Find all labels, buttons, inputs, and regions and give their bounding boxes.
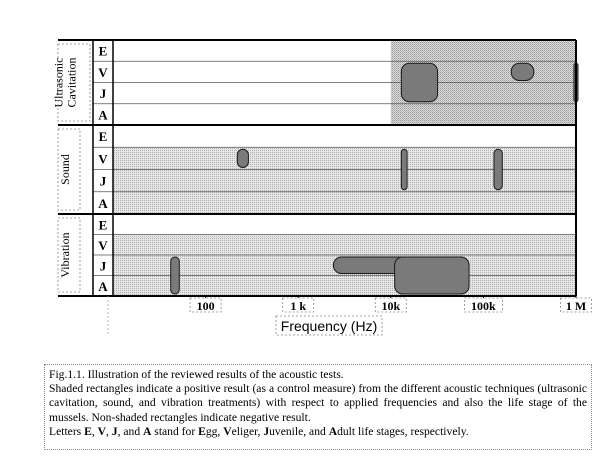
group-label-box (57, 128, 81, 211)
stage-label-a: A (98, 196, 108, 211)
x-tick-box (282, 297, 315, 313)
result-rectangle (236, 148, 249, 168)
caption-word-juvenile-initial: J (263, 424, 270, 438)
x-tick: 10k (374, 297, 407, 313)
caption-letter-j: J (111, 424, 118, 438)
shaded-row-band (113, 169, 576, 192)
caption-description: Shaded rectangles indicate a positive re… (49, 382, 587, 424)
stage-cell (94, 276, 112, 295)
stage-cell (94, 192, 112, 213)
caption-word-veliger: eliger, (231, 424, 264, 438)
caption-word-veliger-initial: V (223, 424, 232, 438)
x-tick-box (374, 297, 407, 313)
shaded-row-band (113, 191, 576, 214)
x-tick-box (189, 297, 222, 313)
stage-label-v: V (98, 65, 108, 80)
x-tick-box (463, 297, 503, 313)
x-tick-label: 100k (471, 299, 496, 313)
group-label: Ultrasonic Cavitation (51, 58, 78, 108)
shaded-row-band (113, 147, 576, 170)
x-tick-label: 100 (197, 299, 215, 313)
grid (93, 60, 576, 276)
shaded-row-band (113, 234, 576, 255)
result-rectangle (170, 256, 180, 295)
x-tick: 1 M (560, 297, 592, 313)
x-axis-title: Frequency (Hz) (275, 315, 383, 336)
caption-word-adult: dult life stages, respectively. (337, 424, 469, 438)
caption-word-juvenile: uvenile, and (269, 424, 329, 438)
stage-cell (94, 104, 112, 124)
caption-letter-a: A (143, 424, 152, 438)
group-label-line: Cavitation (64, 58, 78, 108)
caption-legend: Letters E, V, J, and A stand for Egg, Ve… (49, 425, 587, 439)
x-tick-label: 1 k (290, 299, 306, 313)
caption-word-adult-initial: A (328, 424, 338, 438)
stage-label-v: V (98, 238, 108, 253)
caption-sep: , (91, 424, 98, 438)
x-tick-label: 10k (381, 299, 400, 313)
result-rectangle (394, 256, 470, 295)
x-tick-box (560, 297, 592, 313)
stage-cell (94, 256, 112, 275)
group-label-box (57, 43, 91, 122)
caption-letter-v: V (97, 424, 106, 438)
group-label-line: Ultrasonic (51, 58, 65, 108)
stage-label-j: J (100, 258, 107, 273)
caption-word-egg: gg, (205, 424, 224, 438)
stage-cell (94, 235, 112, 254)
stage-label-j: J (100, 174, 107, 189)
x-tick: 1 k (282, 297, 315, 313)
stage-cell (94, 41, 112, 61)
group-label: Sound (58, 154, 72, 185)
caption-legend-prefix: Letters (49, 424, 85, 438)
result-rectangles (170, 62, 579, 295)
caption-title: Fig.1.1. Illustration of the reviewed re… (49, 368, 344, 381)
stage-label-e: E (99, 44, 108, 59)
stage-label-j: J (100, 86, 107, 101)
group-label: Vibration (58, 232, 72, 277)
group-label-line: Sound (58, 154, 72, 185)
result-rectangle (400, 62, 439, 103)
caption-sep: , and (117, 424, 144, 438)
x-axis-title-text: Frequency (Hz) (281, 318, 377, 334)
x-tick: 100 (189, 297, 222, 313)
caption-sep: , (106, 424, 112, 438)
caption-word-egg-initial: E (198, 424, 206, 438)
stage-label-e: E (99, 217, 108, 232)
stage-label-e: E (99, 129, 108, 144)
stage-label-v: V (98, 151, 108, 166)
x-axis-title-box (275, 315, 383, 336)
result-rectangle (400, 148, 408, 191)
result-rectangle (493, 148, 503, 191)
stage-cell (94, 215, 112, 234)
stage-cell (94, 62, 112, 82)
stage-label-a: A (98, 279, 108, 294)
stage-cell (94, 83, 112, 103)
chart-frame (58, 39, 577, 335)
stage-cell (94, 148, 112, 169)
stage-cell (94, 126, 112, 147)
stage-cell (94, 170, 112, 191)
caption-legend-middle: stand for (151, 424, 199, 438)
stage-label-a: A (98, 107, 108, 122)
group-label-line: Vibration (58, 232, 72, 277)
x-tick-label: 1 M (566, 299, 586, 313)
result-rectangle (510, 62, 535, 81)
caption-letter-e: E (84, 424, 92, 438)
figure-caption: Fig.1.1. Illustration of the reviewed re… (44, 364, 592, 450)
x-tick: 100k (463, 297, 503, 313)
shaded-row-band (113, 275, 576, 296)
